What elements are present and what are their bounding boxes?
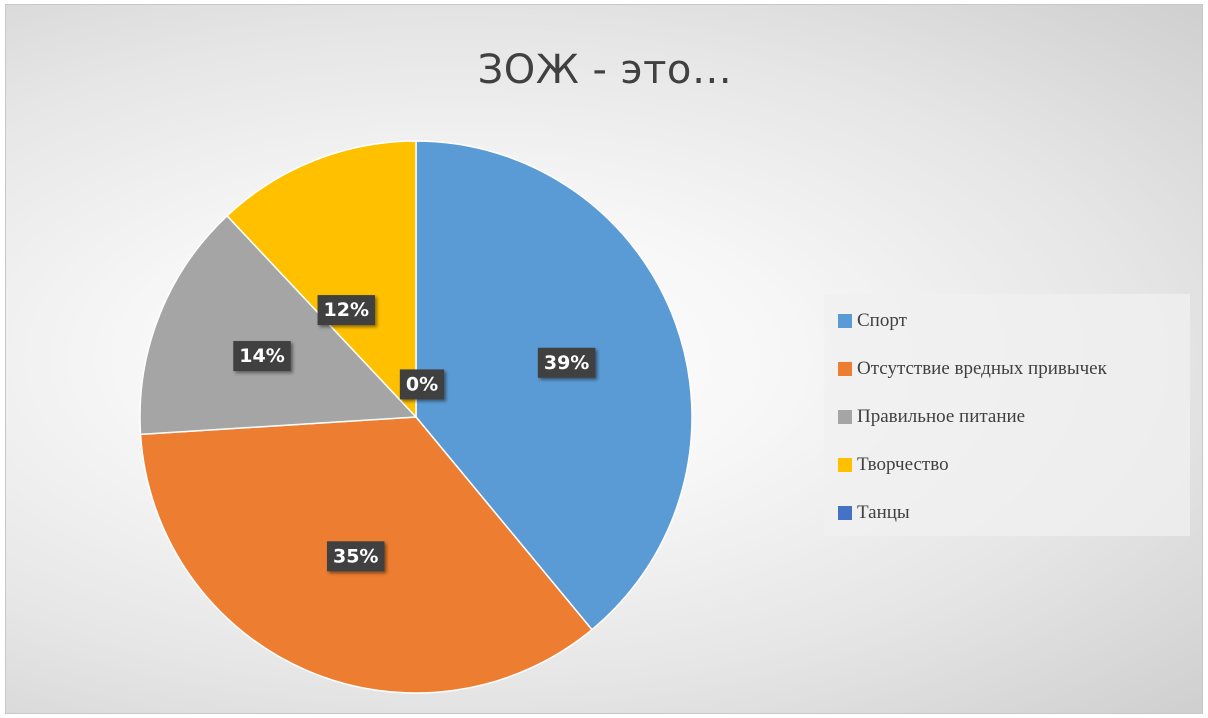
legend-item-healthy-eating: Правильное питание [838,404,1025,430]
pie-slice-sport [415,140,693,631]
pie-slice-healthy-eating [139,214,418,436]
legend: Спорт Отсутствие вредных привычек Правил… [824,294,1190,536]
pie-data-labels: 39% 35% 14% 12% 0% [233,295,596,572]
legend-item-dancing: Танцы [838,500,910,526]
data-label-text: 0% [406,373,438,395]
data-label-healthy-eating: 14% [233,341,291,372]
data-label-box [326,541,385,572]
legend-swatch-dancing [838,506,852,520]
legend-swatch-sport [838,314,852,328]
data-label-sport: 39% [537,347,596,378]
chart-title: ЗОЖ - это… [477,47,733,93]
data-label-text: 12% [324,299,369,321]
chart-area: ЗОЖ - это… 39% 35% 14% 12% 0% Спорт Отсутств… [5,4,1203,714]
legend-swatch-no-bad-habits [838,362,852,376]
data-label-no-bad-habits: 35% [326,541,385,572]
legend-label: Правильное питание [857,406,1026,427]
pie-slice-creativity [225,140,417,419]
legend-label: Танцы [857,502,910,523]
pie-slices [139,140,693,694]
legend-label: Отсутствие вредных привычек [857,358,1107,379]
data-label-dancing: 0% [399,369,445,400]
data-label-box [399,369,445,400]
data-label-text: 14% [239,345,284,367]
legend-label: Спорт [857,310,907,331]
legend-item-no-bad-habits: Отсутствие вредных привычек [838,356,1107,382]
legend-swatch-healthy-eating [838,410,852,424]
pie-chart: 39% 35% 14% 12% 0% [139,140,693,694]
legend-label: Творчество [857,454,949,475]
data-label-creativity: 12% [317,295,376,326]
data-label-text: 35% [333,545,378,567]
data-label-box [317,295,376,326]
legend-item-sport: Спорт [838,308,907,334]
data-label-text: 39% [544,352,589,374]
data-label-box [233,341,291,372]
legend-item-creativity: Творчество [838,452,949,478]
data-label-box [537,347,596,378]
legend-swatch-creativity [838,458,852,472]
